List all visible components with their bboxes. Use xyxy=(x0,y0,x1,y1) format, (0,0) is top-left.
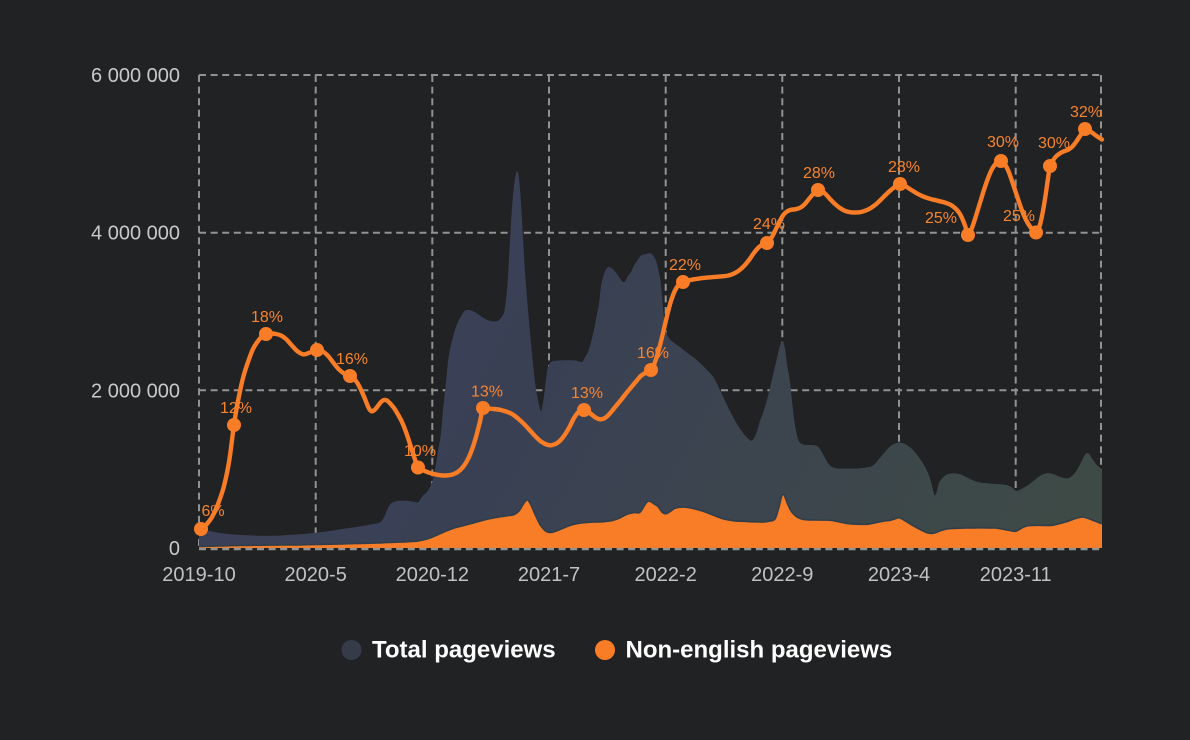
svg-text:12%: 12% xyxy=(220,400,252,417)
svg-text:25%: 25% xyxy=(1003,208,1035,225)
svg-text:13%: 13% xyxy=(571,385,603,402)
svg-text:28%: 28% xyxy=(803,165,835,182)
svg-text:2023-4: 2023-4 xyxy=(868,564,930,586)
svg-text:10%: 10% xyxy=(404,443,436,460)
svg-text:Total pageviews: Total pageviews xyxy=(372,637,556,664)
svg-text:22%: 22% xyxy=(669,257,701,274)
svg-text:6 000 000: 6 000 000 xyxy=(91,65,180,87)
svg-text:30%: 30% xyxy=(987,134,1019,151)
svg-text:18%: 18% xyxy=(251,309,283,326)
svg-text:2020-5: 2020-5 xyxy=(285,564,347,586)
svg-text:6%: 6% xyxy=(201,503,224,520)
svg-text:2023-11: 2023-11 xyxy=(980,564,1052,586)
svg-text:16%: 16% xyxy=(637,345,669,362)
svg-text:4 000 000: 4 000 000 xyxy=(91,223,180,245)
svg-text:24%: 24% xyxy=(753,216,785,233)
svg-text:2022-2: 2022-2 xyxy=(635,564,697,586)
svg-text:2019-10: 2019-10 xyxy=(162,564,235,586)
svg-text:25%: 25% xyxy=(925,210,957,227)
svg-text:Non-english pageviews: Non-english pageviews xyxy=(626,637,893,664)
svg-text:30%: 30% xyxy=(1038,135,1070,152)
svg-text:28%: 28% xyxy=(888,159,920,176)
svg-text:0: 0 xyxy=(169,538,180,560)
svg-text:2022-9: 2022-9 xyxy=(751,564,813,586)
svg-text:32%: 32% xyxy=(1070,104,1102,121)
svg-text:2020-12: 2020-12 xyxy=(396,564,469,586)
svg-text:16%: 16% xyxy=(336,351,368,368)
svg-text:13%: 13% xyxy=(471,384,503,401)
svg-text:2021-7: 2021-7 xyxy=(518,564,580,586)
svg-text:2 000 000: 2 000 000 xyxy=(91,380,180,402)
